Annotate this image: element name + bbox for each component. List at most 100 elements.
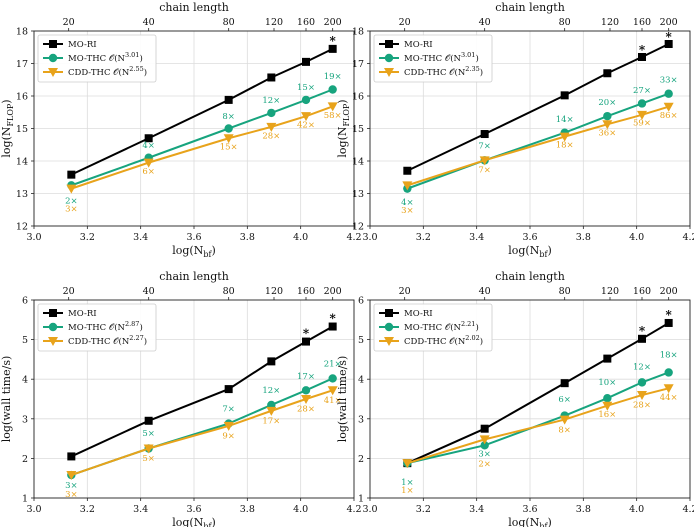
legend-swatch-marker bbox=[48, 322, 58, 332]
legend-label-mo_thc: MO-THC 𝒪(N2.21) bbox=[404, 320, 479, 333]
legend-swatch-marker bbox=[48, 53, 58, 63]
legend-swatch-marker bbox=[49, 40, 57, 48]
data-point-mo_ri bbox=[664, 40, 673, 48]
x-tick-label: 3.8 bbox=[576, 504, 591, 515]
x-tick-label: 3.2 bbox=[416, 232, 431, 243]
x-tick-label: 3.4 bbox=[469, 232, 484, 243]
top-tick-label: 160 bbox=[297, 17, 315, 28]
speedup-label: 4× bbox=[142, 141, 155, 151]
y-tick-label: 6 bbox=[22, 296, 28, 307]
speedup-label: 15× bbox=[297, 83, 315, 93]
asterisk-marker: * bbox=[666, 30, 673, 44]
y-tick-label: 1 bbox=[358, 494, 364, 505]
data-point-cdd_thc bbox=[66, 184, 77, 194]
y-tick-label: 3 bbox=[358, 414, 364, 425]
speedup-label: 59× bbox=[633, 118, 651, 128]
data-point-mo_ri bbox=[560, 91, 569, 100]
legend-label-cdd_thc: CDD-THC 𝒪(N2.02) bbox=[404, 334, 483, 347]
speedup-label: 3× bbox=[65, 204, 78, 214]
x-tick-label: 3.0 bbox=[362, 504, 377, 515]
x-tick-label: 3.6 bbox=[522, 232, 537, 243]
top-tick-label: 80 bbox=[223, 286, 235, 297]
data-point-mo_thc bbox=[480, 441, 489, 450]
x-tick-label: 3.0 bbox=[26, 232, 41, 243]
y-axis-title: log(NFLOP) bbox=[336, 99, 351, 157]
data-point-cdd_thc bbox=[301, 112, 311, 122]
data-point-mo_thc bbox=[328, 85, 337, 94]
legend-swatch-marker bbox=[48, 337, 58, 346]
y-axis-title: log(wall time/s) bbox=[336, 356, 349, 443]
speedup-label: 3× bbox=[401, 206, 414, 216]
speedup-label: 1× bbox=[401, 478, 414, 488]
speedup-label: 12× bbox=[262, 96, 280, 106]
speedup-label: 1× bbox=[401, 486, 414, 496]
data-point-mo_ri bbox=[67, 452, 76, 461]
x-tick-label: 3.4 bbox=[469, 504, 484, 515]
asterisk-marker: * bbox=[330, 312, 337, 326]
top-tick-label: 120 bbox=[265, 17, 283, 28]
y-tick-label: 2 bbox=[358, 454, 364, 465]
series-line-cdd_thc bbox=[71, 105, 334, 190]
data-point-cdd_thc bbox=[301, 395, 311, 404]
data-point-mo_ri bbox=[638, 334, 646, 343]
speedup-label: 28× bbox=[633, 401, 651, 411]
speedup-label: 7× bbox=[478, 142, 491, 152]
speedup-label: 8× bbox=[222, 112, 235, 122]
data-point-mo_ri bbox=[144, 416, 153, 425]
top-tick-label: 200 bbox=[324, 286, 342, 297]
speedup-label: 9× bbox=[222, 432, 235, 442]
series-line-cdd_thc bbox=[407, 105, 669, 187]
x-tick-label: 3.2 bbox=[80, 232, 95, 243]
speedup-label: 5× bbox=[142, 429, 155, 439]
x-tick-label: 3.6 bbox=[186, 232, 201, 243]
legend-swatch-marker bbox=[48, 68, 58, 77]
speedup-label: 28× bbox=[297, 405, 315, 415]
y-tick-label: 12 bbox=[352, 222, 364, 233]
speedup-label: 18× bbox=[660, 350, 678, 360]
asterisk-marker: * bbox=[639, 43, 646, 57]
legend-swatch-marker bbox=[384, 322, 394, 332]
y-tick-label: 4 bbox=[358, 375, 364, 386]
speedup-label: 14× bbox=[556, 115, 574, 125]
data-point-mo_ri bbox=[302, 337, 310, 346]
data-point-mo_thc bbox=[637, 378, 647, 387]
speedup-label: 20× bbox=[598, 98, 616, 108]
asterisk-marker: * bbox=[666, 308, 673, 322]
data-point-mo_thc bbox=[224, 124, 233, 133]
y-tick-label: 12 bbox=[16, 222, 28, 233]
series-line-cdd_thc bbox=[71, 389, 333, 476]
y-tick-label: 14 bbox=[16, 157, 28, 168]
data-point-cdd_thc bbox=[402, 459, 413, 469]
y-tick-label: 18 bbox=[352, 27, 364, 38]
x-tick-label: 3.4 bbox=[133, 504, 148, 515]
x-tick-label: 3.2 bbox=[80, 504, 95, 515]
speedup-label: 3× bbox=[65, 490, 78, 500]
data-point-cdd_thc bbox=[66, 471, 77, 481]
speedup-label: 3× bbox=[65, 481, 78, 491]
series-line-mo_ri bbox=[406, 322, 670, 465]
speedup-label: 27× bbox=[633, 86, 651, 96]
data-point-cdd_thc bbox=[143, 158, 154, 168]
x-tick-label: 4.0 bbox=[293, 504, 308, 515]
top-axis-title: chain length bbox=[159, 1, 229, 14]
data-point-mo_ri bbox=[603, 69, 612, 78]
speedup-label: 15× bbox=[220, 143, 238, 153]
legend-label-mo_ri: MO-RI bbox=[404, 40, 433, 50]
data-point-mo_thc bbox=[603, 394, 612, 403]
data-point-mo_ri bbox=[267, 73, 276, 82]
data-point-cdd_thc bbox=[327, 386, 338, 396]
data-point-mo_ri bbox=[224, 95, 233, 104]
legend-label-mo_ri: MO-RI bbox=[68, 40, 97, 50]
legend-box bbox=[373, 303, 493, 352]
speedup-label: 10× bbox=[598, 378, 616, 388]
legend-box bbox=[37, 303, 157, 352]
data-point-mo_ri bbox=[328, 322, 337, 331]
speedup-label: 7× bbox=[478, 165, 491, 175]
data-point-cdd_thc bbox=[602, 120, 613, 130]
